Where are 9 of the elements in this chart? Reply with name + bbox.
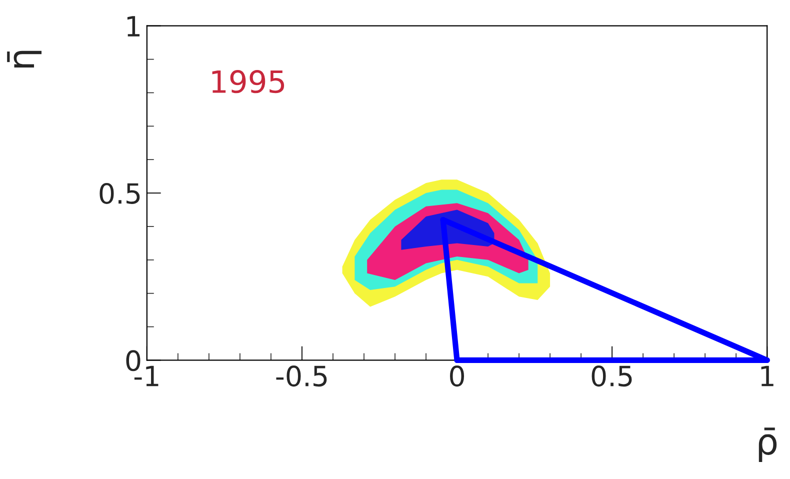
x-tick-label: 0	[450, 366, 464, 387]
x-tick-label: 0.5	[592, 366, 632, 387]
y-tick-label: 0.5	[100, 182, 140, 204]
y-axis-title: η̄	[7, 50, 42, 68]
annotation: 1995	[212, 70, 284, 94]
x-tick-label: 1	[761, 366, 774, 386]
x-axis-title: ρ̄	[758, 428, 777, 462]
y-tick-label: 1	[127, 16, 140, 36]
x-tick-label: -0.5	[276, 366, 327, 387]
